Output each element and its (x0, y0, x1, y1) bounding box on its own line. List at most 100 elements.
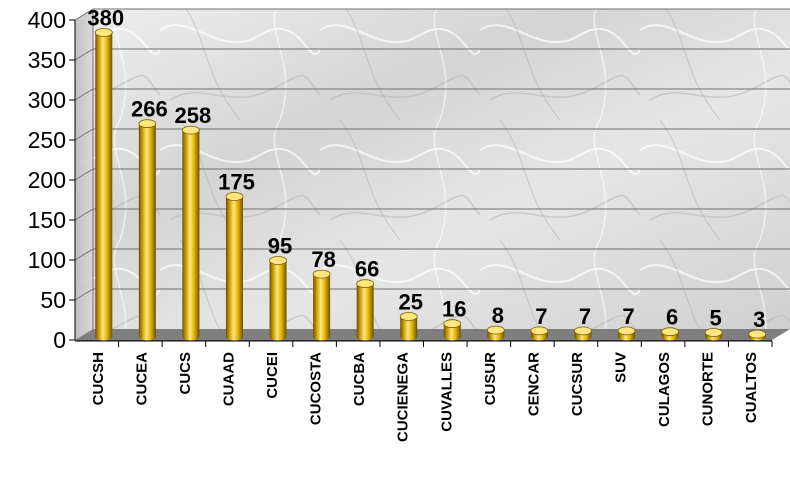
gridline-side (74, 48, 94, 61)
gridline-side (74, 8, 94, 21)
bar-body (182, 130, 200, 337)
back-wall-texture (75, 9, 790, 340)
bar-body (95, 32, 113, 337)
data-label: 25 (398, 290, 422, 315)
data-label: 258 (175, 103, 212, 128)
data-label: 6 (666, 305, 678, 330)
bar-top (617, 326, 636, 336)
x-tick-label: CUCEI (264, 352, 281, 399)
data-label: 175 (218, 170, 255, 195)
bar-base (313, 332, 331, 341)
x-tick-label: CUCSH (90, 352, 107, 405)
bar (486, 325, 505, 341)
x-tick-label: CUCS (177, 352, 194, 395)
bar-base (443, 332, 461, 341)
bar (138, 119, 157, 341)
gridline-side (74, 88, 94, 101)
x-tick-label: CUSUR (482, 352, 499, 406)
bar-top (748, 329, 767, 339)
bar (356, 279, 375, 341)
x-tick-label: CULAGOS (656, 352, 673, 427)
y-tick-label: 250 (28, 127, 66, 153)
x-tick-label: CUCSUR (569, 352, 586, 416)
bar (574, 326, 592, 341)
data-label: 7 (622, 304, 634, 329)
y-tick-label: 100 (28, 247, 66, 273)
bar (704, 328, 723, 341)
bar-top (182, 125, 200, 135)
data-label: 7 (579, 304, 591, 329)
x-tick-label: CUALTOS (743, 352, 760, 423)
bar (269, 256, 287, 341)
x-tick-label: CUNORTE (700, 352, 717, 426)
chart-walls (75, 9, 790, 340)
bar-base (95, 332, 113, 341)
y-tick-label: 0 (53, 327, 66, 353)
bar (94, 28, 113, 341)
data-label: 7 (535, 304, 547, 329)
bar-body (313, 274, 331, 337)
gridline-side (74, 248, 94, 261)
bar-body (225, 196, 243, 337)
y-axis: 0 50 100 150 200 250 300 350 400 (28, 7, 76, 353)
data-label: 66 (355, 257, 379, 282)
bar (182, 125, 200, 341)
data-label: 8 (492, 303, 504, 328)
gridline-side (74, 208, 94, 221)
y-tick-label: 200 (28, 167, 66, 193)
data-labels: 380 266 258 175 95 78 66 25 16 8 7 7 7 6 5 3 (87, 6, 765, 333)
bar-top (443, 319, 462, 329)
bar-base (269, 332, 287, 341)
bar-top (661, 327, 679, 337)
bar-base (400, 332, 418, 341)
data-label: 266 (131, 97, 168, 122)
bar-body (356, 283, 374, 337)
x-tick-label: CUAAD (220, 352, 237, 406)
data-label: 16 (442, 297, 466, 322)
floor-top (75, 329, 790, 340)
bar (312, 269, 331, 341)
x-axis: CUCSH CUCEA CUCS CUAAD CUCEI CUCOSTA CUCBA CUCI… (75, 340, 773, 442)
bar-base (487, 332, 505, 341)
bar (399, 312, 418, 341)
bar (748, 329, 767, 341)
bar (225, 192, 244, 341)
data-label: 3 (753, 307, 765, 332)
bar-top (574, 326, 592, 336)
x-tick-label: CUCIENEGA (395, 352, 412, 442)
y-tick-label: 300 (28, 87, 66, 113)
bar-top (530, 326, 549, 336)
data-label: 78 (311, 247, 335, 272)
bar-top (486, 325, 505, 335)
bar-top (269, 256, 287, 265)
bar-top (94, 28, 113, 37)
bar-top (138, 119, 157, 129)
bar-top (704, 328, 723, 337)
bar-base (138, 332, 156, 341)
bar-body (138, 123, 156, 337)
bar-base (356, 332, 374, 341)
x-tick-label: SUV (613, 352, 630, 383)
bar-top (356, 279, 375, 289)
bar-base (225, 332, 243, 341)
gridline-side (74, 168, 94, 181)
chart-floor (75, 329, 790, 341)
x-tick-label: CUCOSTA (308, 352, 325, 425)
bar (443, 319, 462, 341)
bar-top (312, 269, 331, 279)
gridlines (74, 8, 790, 329)
bar (661, 327, 679, 341)
x-tick-label: CUCBA (351, 352, 368, 406)
x-tick-label: CENCAR (525, 352, 542, 416)
y-tick-label: 350 (28, 47, 66, 73)
bar-base (182, 332, 200, 341)
data-label: 95 (268, 234, 292, 259)
bars (94, 28, 767, 341)
data-label: 5 (710, 306, 722, 331)
bar-top (225, 192, 244, 201)
x-tick-label: CUCEA (133, 352, 150, 406)
y-tick-label: 150 (28, 207, 66, 233)
bar-body (269, 260, 287, 337)
bar (617, 326, 636, 341)
